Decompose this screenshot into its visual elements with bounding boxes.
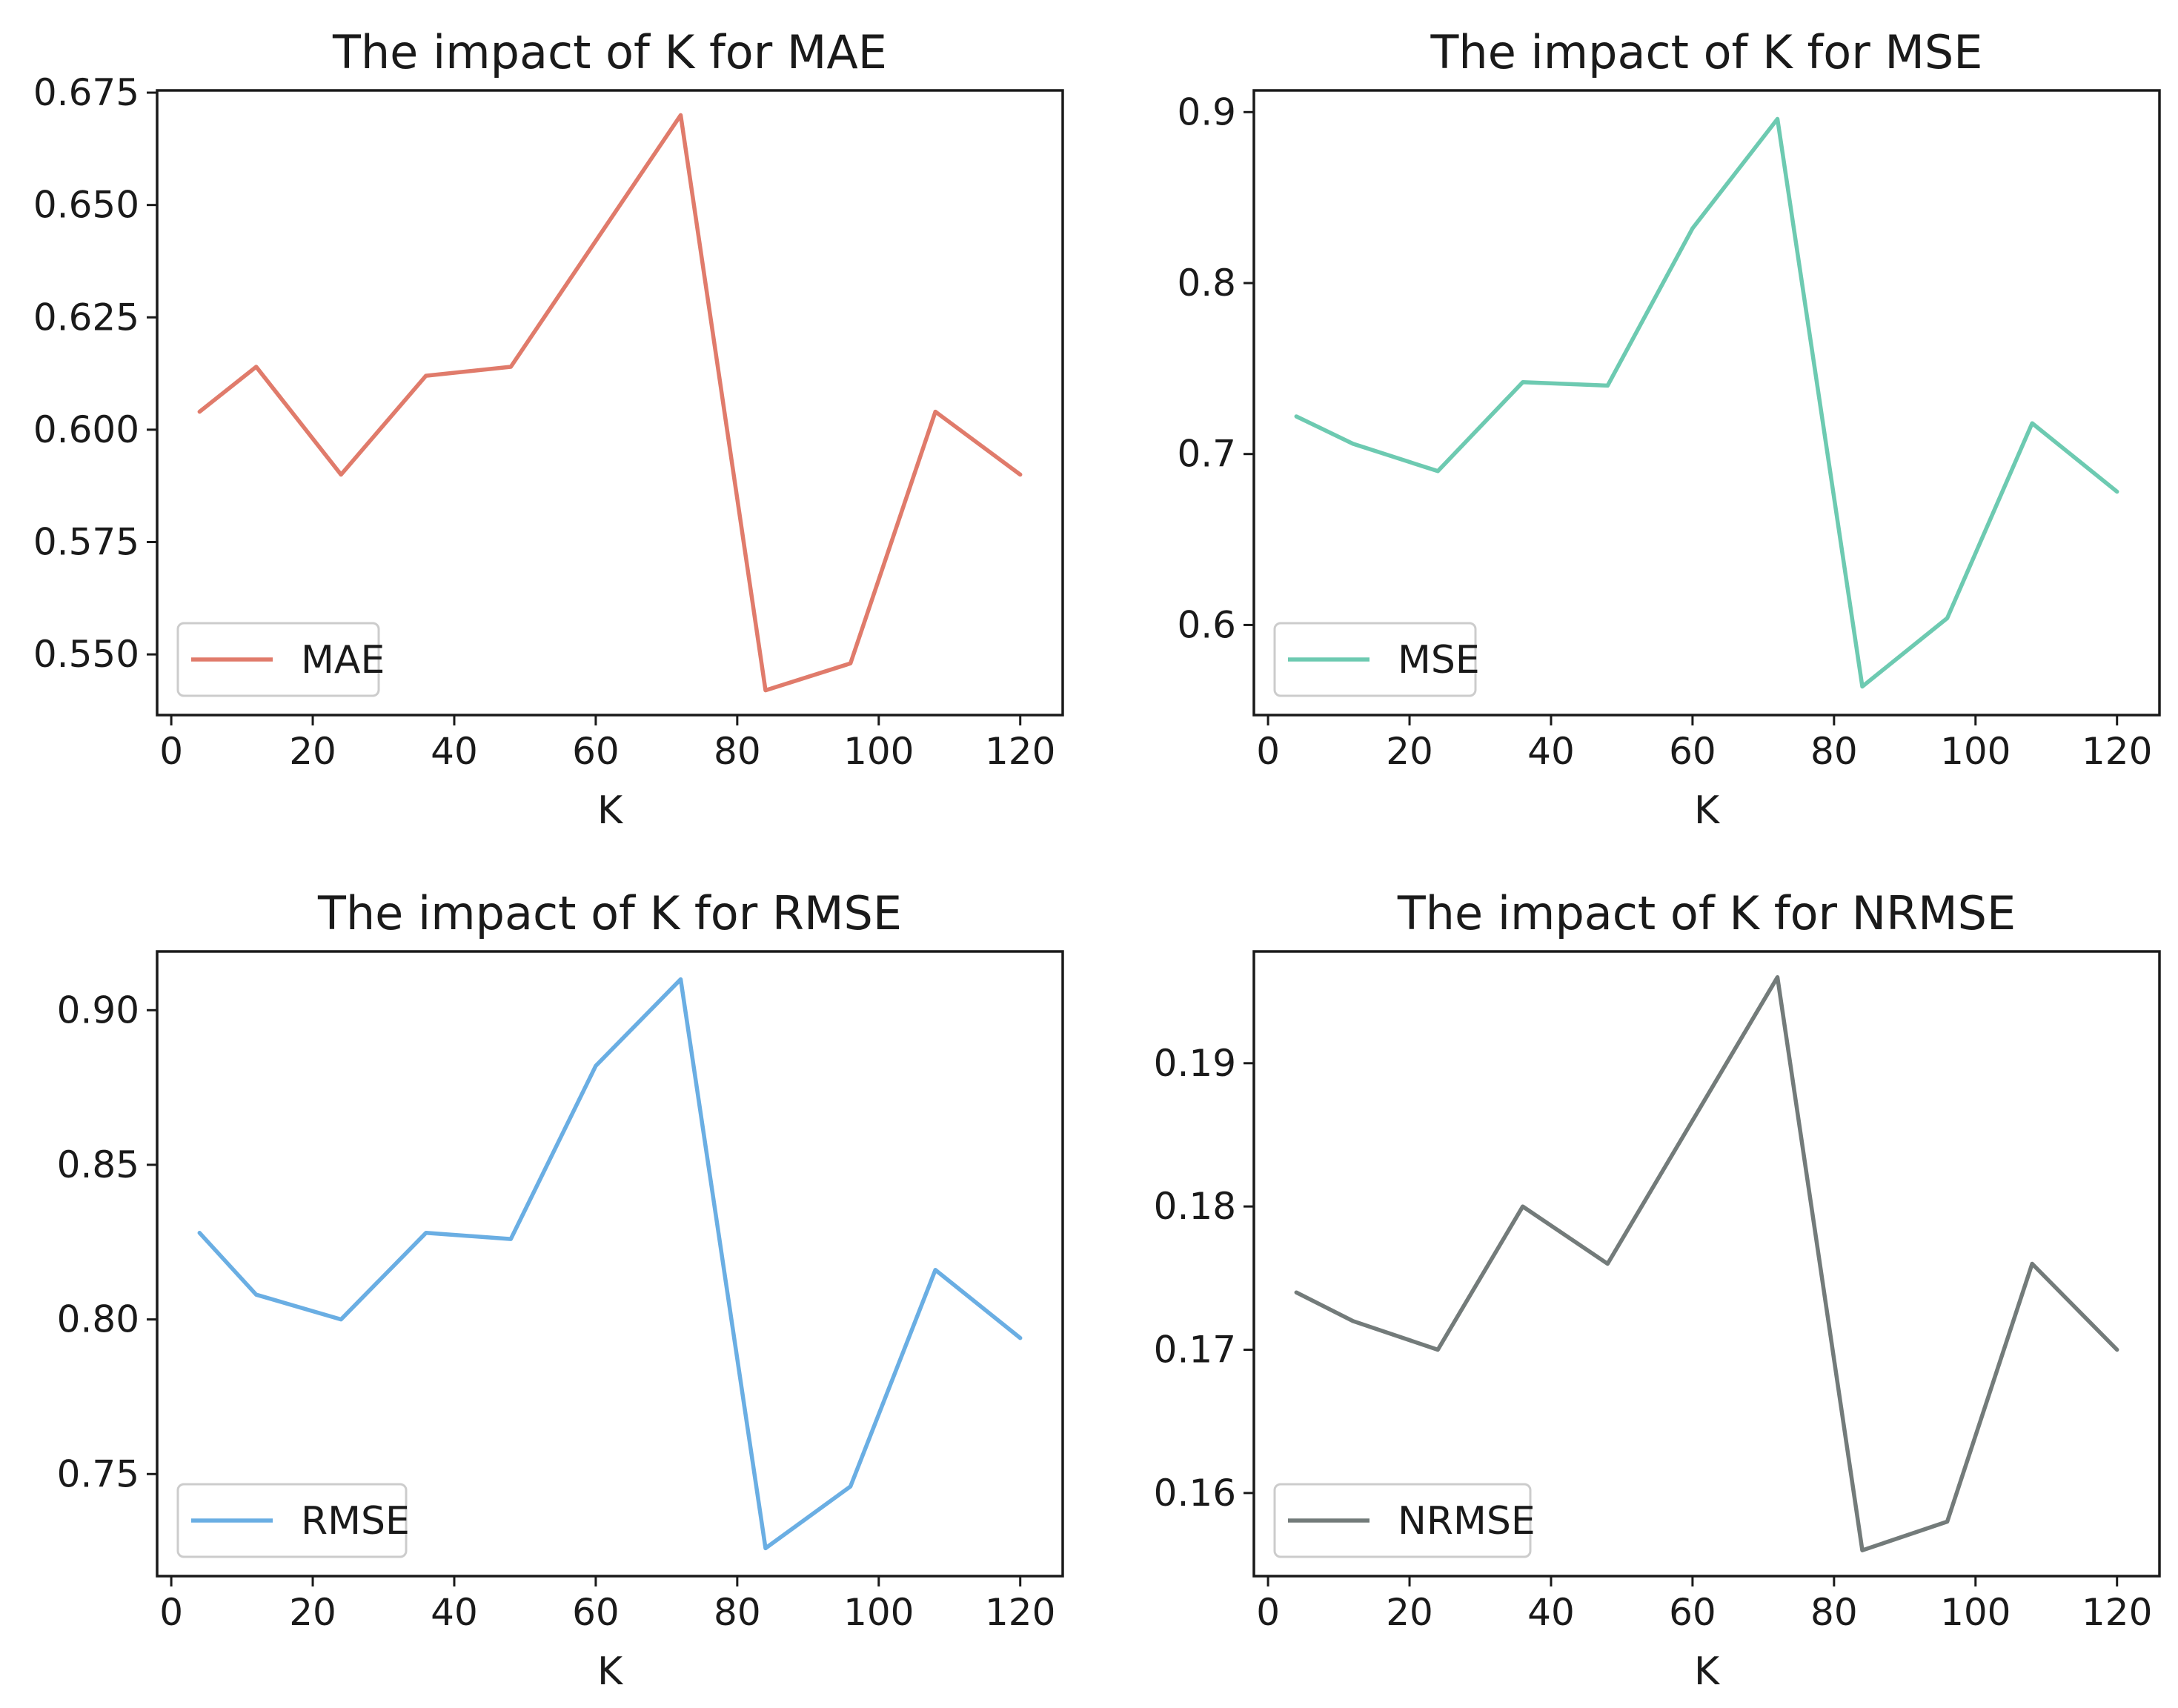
y-tick-label: 0.90: [57, 988, 139, 1031]
x-tick-label: 60: [572, 730, 620, 773]
y-tick-label: 0.8: [1177, 262, 1236, 305]
series-line-rmse: [197, 977, 1023, 1551]
x-tick-label: 120: [985, 1591, 1055, 1634]
subplot-rmse: The impact of K for RMSE 0 20 40 60 80 100 120 0…: [57, 886, 1064, 1694]
x-tick-label: 100: [843, 1591, 914, 1634]
subplot-mae: The impact of K for MAE 0 20 40 60 80 100 120 0.…: [33, 25, 1064, 833]
y-tick-label: 0.6: [1177, 603, 1236, 646]
y-tick-label: 0.600: [33, 408, 139, 451]
chart-title: The impact of K for MAE: [332, 25, 887, 79]
axes-frame: [1252, 950, 2161, 1578]
x-tick-label: 80: [1810, 730, 1858, 773]
chart-title: The impact of K for RMSE: [317, 886, 902, 940]
x-tick-label: 0: [1256, 730, 1280, 773]
legend: MSE: [1273, 622, 1480, 697]
legend-box: [1273, 622, 1477, 697]
series-line-nrmse: [1294, 975, 2119, 1552]
y-tick-label: 0.7: [1177, 433, 1236, 476]
x-tick-label: 80: [714, 1591, 761, 1634]
y-tick-label: 0.625: [33, 296, 139, 339]
series-line-mae: [197, 113, 1023, 693]
x-axis-label: K: [597, 1649, 624, 1694]
x-tick-label: 120: [2082, 1591, 2152, 1634]
x-axis-label: K: [1694, 788, 1721, 833]
x-tick-label: 40: [431, 1591, 478, 1634]
y-tick-label: 0.85: [57, 1143, 139, 1186]
axes-frame: [156, 89, 1064, 717]
x-tick-label: 20: [1386, 730, 1433, 773]
x-tick-label: 40: [431, 730, 478, 773]
y-tick-label: 0.18: [1154, 1185, 1236, 1228]
y-tick-label: 0.19: [1154, 1042, 1236, 1085]
x-tick-label: 60: [1669, 730, 1716, 773]
x-tick-label: 100: [843, 730, 914, 773]
y-tick-label: 0.9: [1177, 90, 1236, 133]
x-axis-label: K: [597, 788, 624, 833]
x-tick-label: 100: [1940, 730, 2011, 773]
x-tick-label: 80: [1810, 1591, 1858, 1634]
x-tick-label: 20: [1386, 1591, 1433, 1634]
legend-label: NRMSE: [1398, 1499, 1535, 1543]
chart-title: The impact of K for MSE: [1430, 25, 1983, 79]
x-tick-label: 20: [289, 1591, 336, 1634]
y-tick-label: 0.16: [1154, 1472, 1236, 1515]
subplot-nrmse: The impact of K for NRMSE 0 20 40 60 80 100 120…: [1154, 886, 2161, 1694]
x-tick-label: 120: [2082, 730, 2152, 773]
series-line-mse: [1294, 116, 2119, 689]
chart-title: The impact of K for NRMSE: [1397, 886, 2016, 940]
axes-frame: [156, 950, 1064, 1578]
x-tick-label: 80: [714, 730, 761, 773]
x-tick-label: 40: [1527, 1591, 1575, 1634]
x-tick-label: 0: [1256, 1591, 1280, 1634]
x-tick-label: 60: [572, 1591, 620, 1634]
y-tick-label: 0.675: [33, 71, 139, 114]
y-tick-label: 0.650: [33, 184, 139, 227]
y-tick-label: 0.550: [33, 633, 139, 676]
legend-label: MAE: [301, 638, 385, 682]
y-tick-label: 0.75: [57, 1452, 139, 1495]
axes-frame: [1252, 89, 2161, 717]
y-tick-label: 0.80: [57, 1298, 139, 1341]
x-tick-label: 100: [1940, 1591, 2011, 1634]
subplot-mse: The impact of K for MSE 0 20 40 60 80 100 120 0.…: [1177, 25, 2161, 833]
legend-box: [176, 1483, 408, 1558]
legend-label: RMSE: [301, 1499, 410, 1543]
legend: RMSE: [176, 1483, 410, 1558]
legend-label: MSE: [1398, 638, 1480, 682]
x-tick-label: 40: [1527, 730, 1575, 773]
x-tick-label: 60: [1669, 1591, 1716, 1634]
x-axis-label: K: [1694, 1649, 1721, 1694]
y-tick-label: 0.17: [1154, 1329, 1236, 1372]
x-tick-label: 0: [159, 730, 183, 773]
legend-box: [176, 622, 380, 697]
y-tick-label: 0.575: [33, 521, 139, 564]
legend: NRMSE: [1273, 1483, 1535, 1558]
legend: MAE: [176, 622, 385, 697]
x-tick-label: 120: [985, 730, 1055, 773]
x-tick-label: 0: [159, 1591, 183, 1634]
x-tick-label: 20: [289, 730, 336, 773]
legend-box: [1273, 1483, 1532, 1558]
